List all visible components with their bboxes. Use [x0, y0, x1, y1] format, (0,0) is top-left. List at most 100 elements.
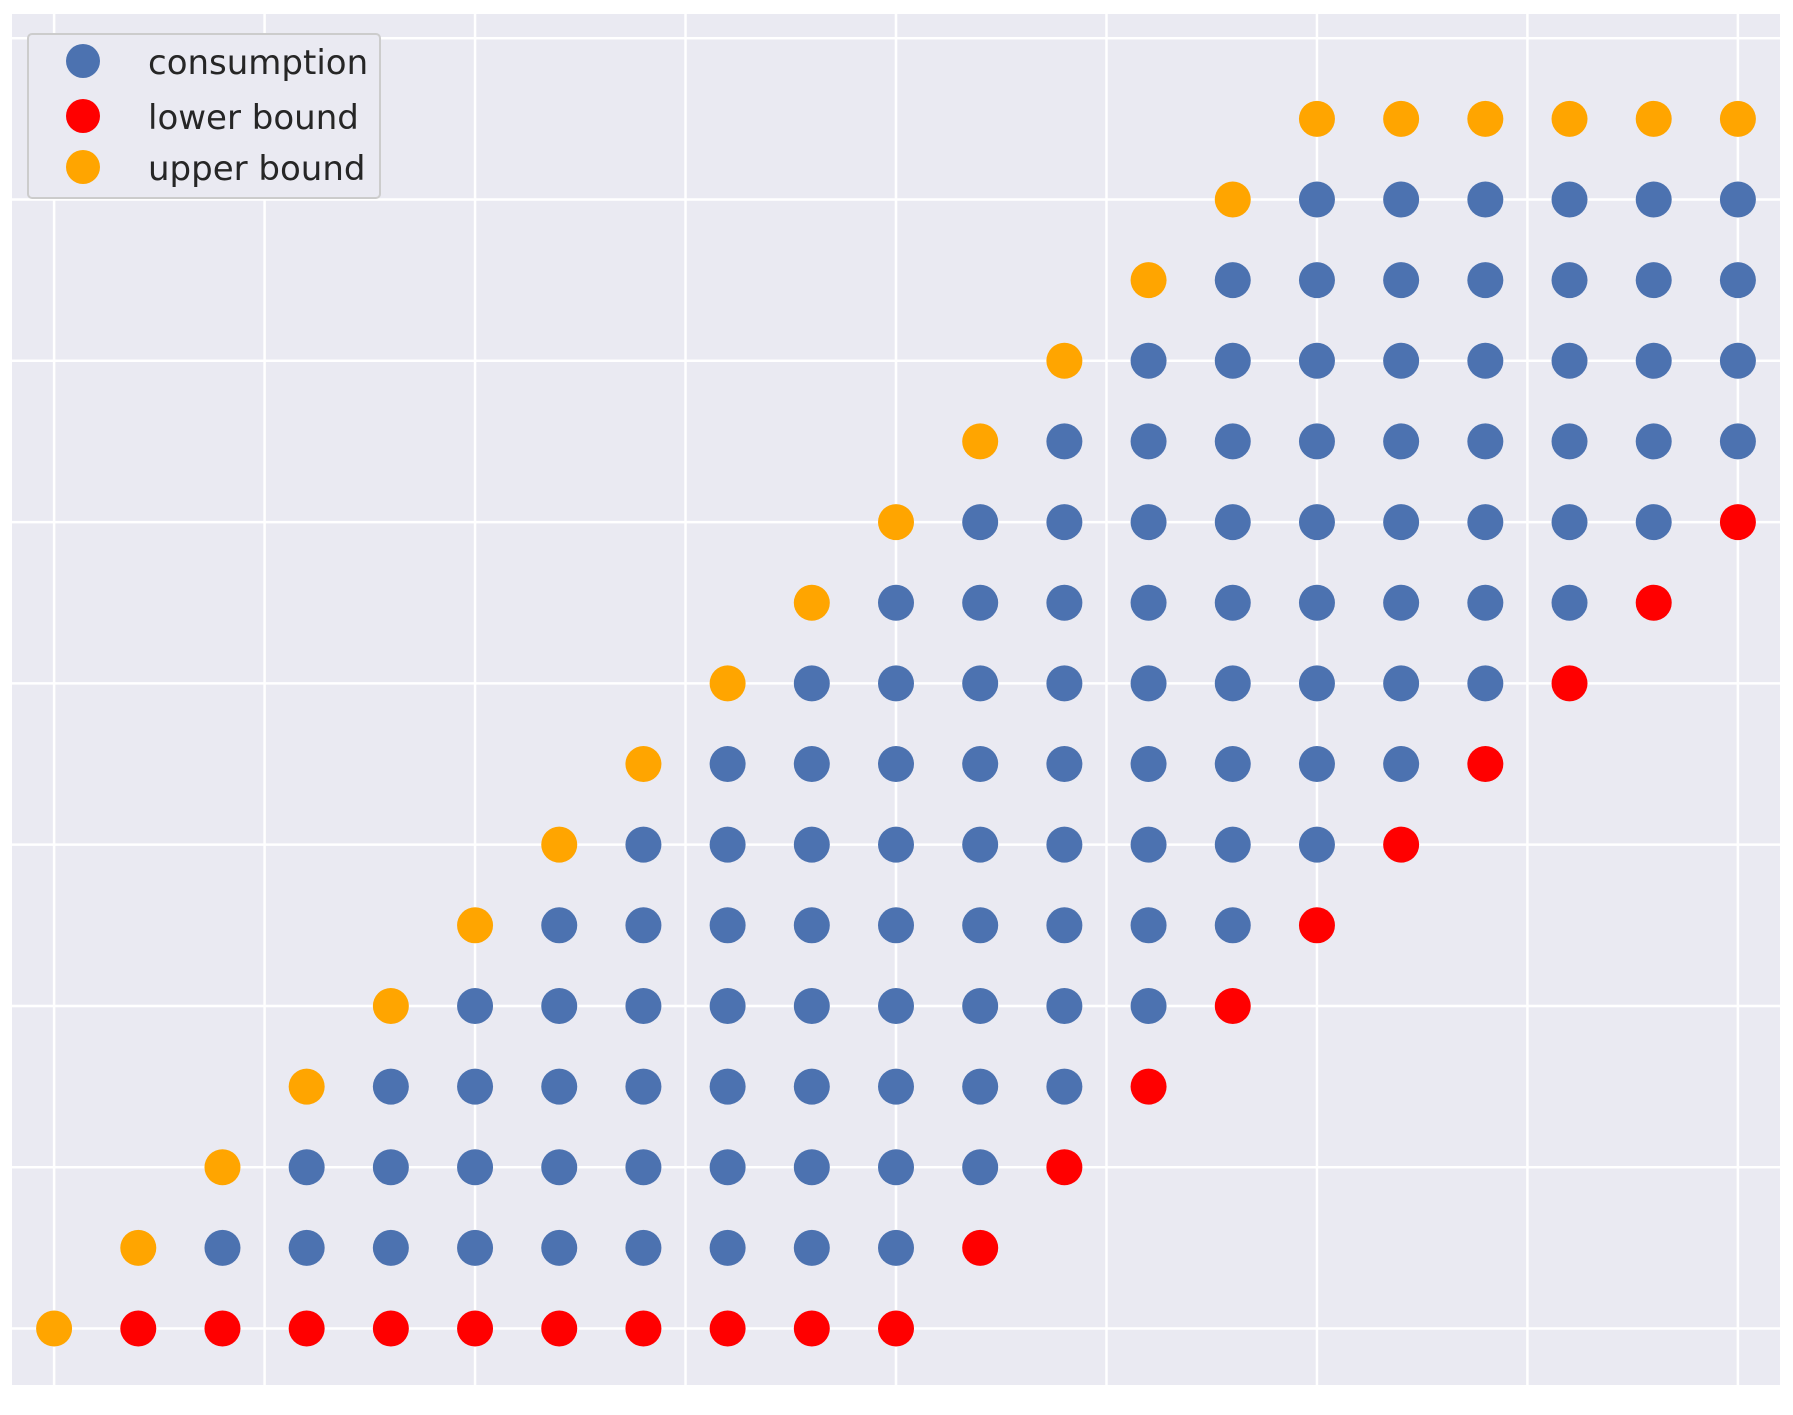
point-consumption: [204, 1229, 241, 1266]
point-consumption: [1214, 826, 1251, 863]
point-consumption: [1214, 342, 1251, 379]
point-consumption: [793, 1068, 830, 1105]
point-lower-bound: [372, 1310, 409, 1347]
point-upper-bound: [1214, 181, 1251, 218]
point-consumption: [962, 1068, 999, 1105]
point-consumption: [1551, 262, 1588, 299]
point-consumption: [1383, 342, 1420, 379]
point-consumption: [1298, 826, 1335, 863]
point-lower-bound: [1214, 987, 1251, 1024]
point-consumption: [709, 1229, 746, 1266]
point-consumption: [1467, 181, 1504, 218]
point-consumption: [1214, 665, 1251, 702]
point-consumption: [878, 907, 914, 944]
point-consumption: [541, 987, 578, 1024]
point-consumption: [1130, 907, 1167, 944]
legend-frame: [27, 33, 381, 199]
point-consumption: [962, 987, 999, 1024]
point-consumption: [625, 1149, 662, 1186]
point-consumption: [878, 1229, 914, 1266]
point-upper-bound: [120, 1229, 157, 1266]
point-consumption: [1383, 746, 1420, 783]
point-consumption: [962, 746, 999, 783]
point-consumption: [541, 907, 578, 944]
point-consumption: [1046, 987, 1083, 1024]
point-consumption: [1214, 746, 1251, 783]
point-consumption: [1130, 987, 1167, 1024]
point-upper-bound: [541, 826, 578, 863]
point-consumption: [1719, 262, 1756, 299]
point-lower-bound: [709, 1310, 746, 1347]
point-lower-bound: [1130, 1068, 1167, 1105]
point-consumption: [1298, 665, 1335, 702]
point-consumption: [1467, 342, 1504, 379]
point-consumption: [793, 665, 830, 702]
legend-label-consumption: consumption: [148, 43, 368, 83]
point-consumption: [625, 826, 662, 863]
point-consumption: [1383, 262, 1420, 299]
point-consumption: [962, 504, 999, 541]
point-consumption: [372, 1068, 409, 1105]
point-consumption: [1467, 423, 1504, 460]
point-upper-bound: [625, 746, 662, 783]
point-consumption: [962, 1149, 999, 1186]
point-consumption: [625, 987, 662, 1024]
point-lower-bound: [1467, 746, 1504, 783]
point-consumption: [541, 1068, 578, 1105]
point-consumption: [1383, 584, 1420, 621]
point-consumption: [1298, 746, 1335, 783]
point-consumption: [878, 665, 914, 702]
point-upper-bound: [372, 987, 409, 1024]
point-consumption: [541, 1229, 578, 1266]
legend: consumption lower bound upper bound: [27, 33, 381, 199]
point-consumption: [793, 907, 830, 944]
point-consumption: [1130, 746, 1167, 783]
point-consumption: [1298, 584, 1335, 621]
point-consumption: [372, 1229, 409, 1266]
point-upper-bound: [1383, 100, 1420, 137]
point-upper-bound: [288, 1068, 325, 1105]
point-consumption: [457, 1068, 494, 1105]
point-consumption: [1046, 665, 1083, 702]
point-upper-bound: [1719, 100, 1756, 137]
point-upper-bound: [1130, 262, 1167, 299]
point-consumption: [541, 1149, 578, 1186]
point-upper-bound: [1298, 100, 1335, 137]
point-consumption: [793, 746, 830, 783]
legend-marker-upper-bound: [66, 150, 100, 184]
point-consumption: [1130, 504, 1167, 541]
point-consumption: [1046, 504, 1083, 541]
point-consumption: [1635, 423, 1672, 460]
point-consumption: [962, 584, 999, 621]
point-consumption: [1551, 504, 1588, 541]
point-lower-bound: [1383, 826, 1420, 863]
point-consumption: [1635, 181, 1672, 218]
point-consumption: [878, 826, 914, 863]
point-consumption: [962, 826, 999, 863]
point-consumption: [709, 1068, 746, 1105]
point-consumption: [709, 746, 746, 783]
point-consumption: [878, 987, 914, 1024]
point-consumption: [1214, 262, 1251, 299]
point-upper-bound: [204, 1149, 241, 1186]
point-consumption: [1298, 504, 1335, 541]
point-consumption: [878, 1068, 914, 1105]
point-consumption: [1635, 342, 1672, 379]
point-consumption: [793, 826, 830, 863]
point-lower-bound: [120, 1310, 157, 1347]
point-lower-bound: [1298, 907, 1335, 944]
point-lower-bound: [288, 1310, 325, 1347]
point-consumption: [1046, 584, 1083, 621]
legend-marker-consumption: [66, 44, 100, 78]
point-consumption: [962, 665, 999, 702]
point-lower-bound: [1046, 1149, 1083, 1186]
point-consumption: [1130, 584, 1167, 621]
point-upper-bound: [962, 423, 999, 460]
point-consumption: [1383, 665, 1420, 702]
point-consumption: [1130, 665, 1167, 702]
point-consumption: [962, 907, 999, 944]
point-consumption: [793, 1229, 830, 1266]
point-lower-bound: [1719, 504, 1756, 541]
point-consumption: [709, 1149, 746, 1186]
point-lower-bound: [625, 1310, 662, 1347]
